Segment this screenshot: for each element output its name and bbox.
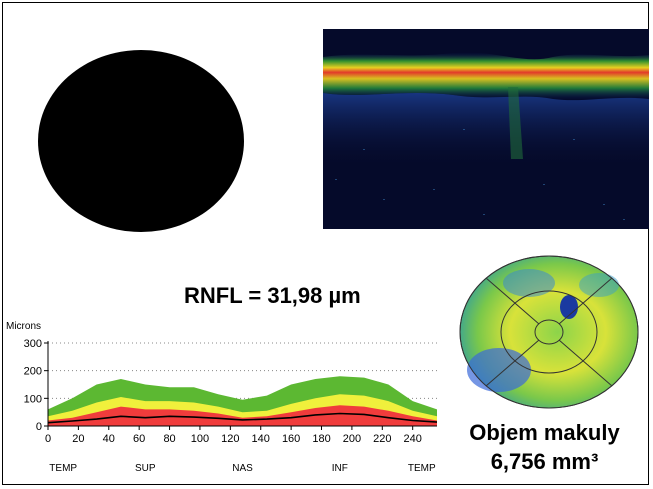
region-label: NAS [232, 463, 253, 474]
region-label: TEMP [49, 463, 77, 474]
chart-ticks: 0 100 200 300 0 20 40 60 80 100 120 140 160 180 200 220… [24, 338, 436, 474]
x-tick-label: 100 [191, 433, 209, 445]
macula-volume-label: Objem makuly [469, 420, 620, 445]
x-tick-label: 220 [373, 433, 391, 445]
x-tick-label: 0 [45, 433, 51, 445]
x-tick-label: 180 [312, 433, 330, 445]
macula-volume: Objem makuly 6,756 mm³ [440, 418, 649, 476]
abnormal-band [48, 405, 437, 426]
y-tick-label: 300 [24, 338, 42, 350]
measured-rnfl-line [47, 412, 438, 424]
oct-scan-image [323, 29, 649, 229]
region-label: TEMP [408, 463, 436, 474]
macular-thickness-graphic [459, 255, 639, 409]
x-tick-label: 80 [163, 433, 175, 445]
x-tick-label: 200 [343, 433, 361, 445]
x-tick-label: 160 [282, 433, 300, 445]
macula-volume-value: 6,756 mm³ [490, 449, 599, 474]
x-tick-label: 120 [221, 433, 239, 445]
y-tick-label: 100 [24, 393, 42, 405]
chart-axes [47, 341, 437, 427]
y-tick-label: 0 [36, 421, 42, 433]
rnfl-value: RNFL = 31,98 µm [184, 283, 361, 308]
region-label: SUP [135, 463, 156, 474]
x-tick-label: 140 [252, 433, 270, 445]
x-tick-label: 40 [103, 433, 115, 445]
macular-thickness-map [459, 255, 639, 410]
y-tick-label: 200 [24, 366, 42, 378]
chart-bands [47, 376, 438, 426]
rnfl-thickness-chart: Microns 0 100 200 300 0 20 40 60 80 100 120 140 160 1… [6, 321, 438, 474]
y-axis-label: Microns [6, 321, 41, 332]
x-tick-label: 240 [404, 433, 422, 445]
x-tick-label: 20 [72, 433, 84, 445]
oct-scan-graphic [323, 52, 649, 220]
x-tick-label: 60 [133, 433, 145, 445]
fundus-image [38, 50, 244, 232]
region-label: INF [332, 463, 348, 474]
